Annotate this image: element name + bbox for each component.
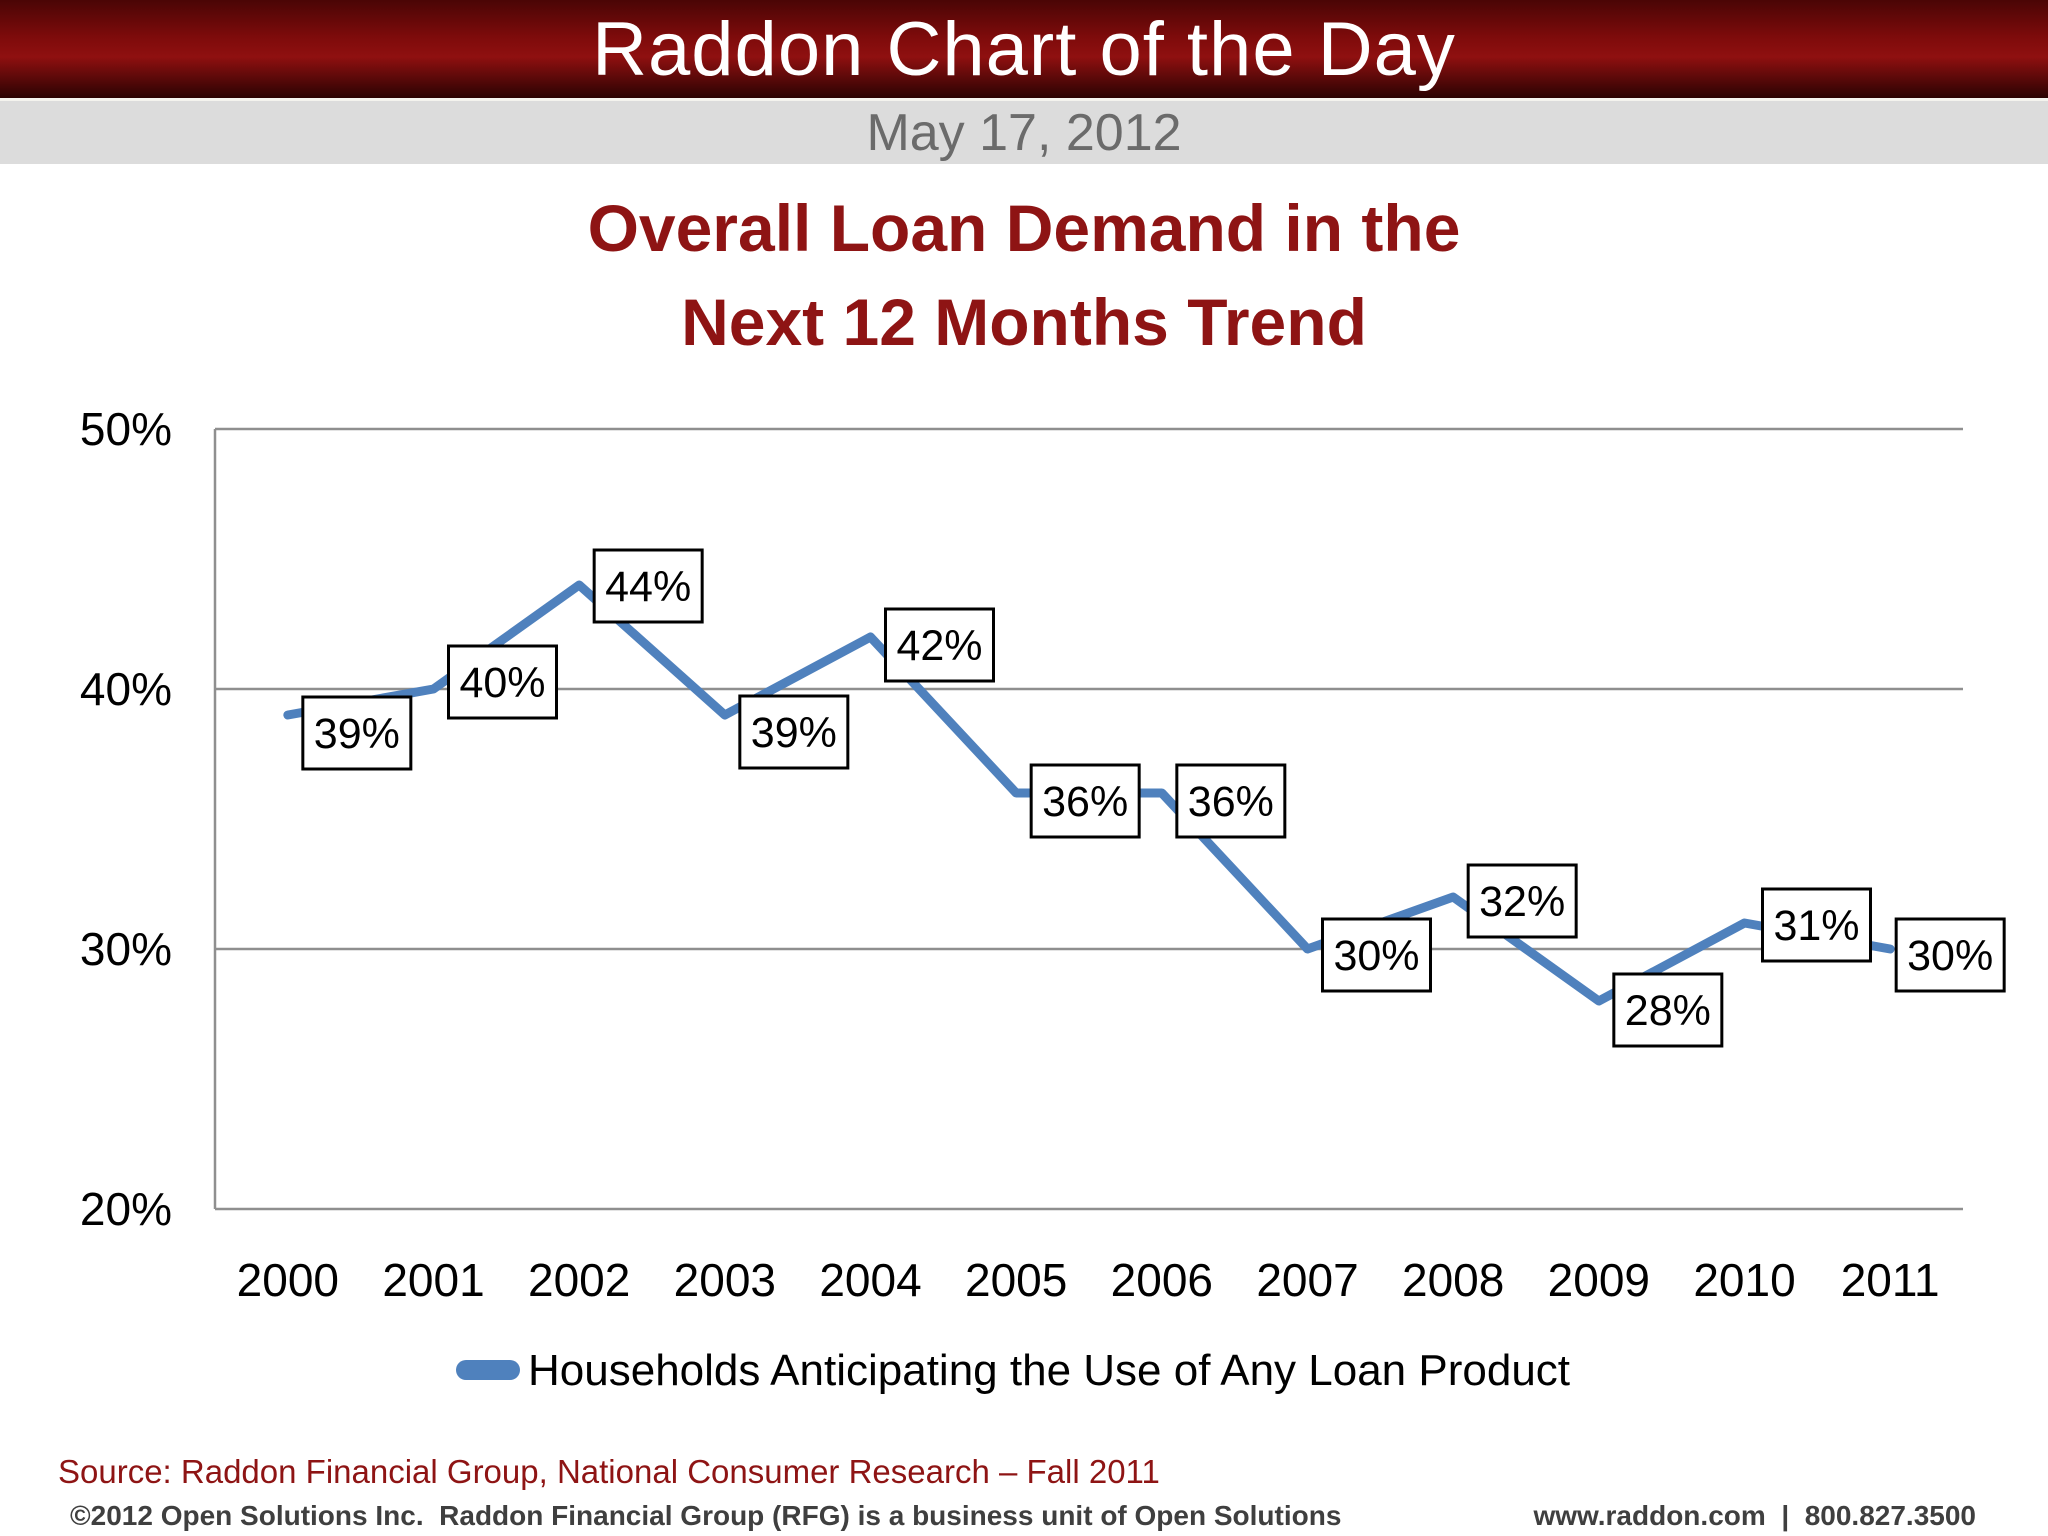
date-text: May 17, 2012: [866, 103, 1182, 162]
x-axis-tick-label: 2006: [1111, 1254, 1213, 1306]
x-axis-tick-label: 2000: [237, 1254, 339, 1306]
y-axis-tick-label: 50%: [80, 403, 172, 455]
data-label-text: 31%: [1773, 902, 1859, 950]
data-label-box: [1612, 972, 1724, 1048]
data-label-text: 39%: [314, 710, 400, 758]
data-point-label: 30%: [1321, 917, 1432, 993]
chart-title: Overall Loan Demand in the Next 12 Month…: [0, 182, 2048, 369]
x-axis-tick-label: 2008: [1402, 1254, 1504, 1306]
data-point-label: 31%: [1761, 887, 1872, 963]
data-label-box: [447, 644, 558, 720]
data-label-box: [738, 694, 850, 770]
date-bar: May 17, 2012: [0, 98, 2048, 164]
data-label-box: [1761, 887, 1872, 963]
data-point-label: 30%: [1894, 917, 2006, 993]
x-axis-tick-label: 2004: [819, 1254, 921, 1306]
data-label-box: [1175, 763, 1287, 839]
data-point-label: 28%: [1612, 972, 1724, 1048]
x-axis-tick-label: 2003: [674, 1254, 776, 1306]
data-label-box: [884, 607, 995, 683]
data-point-label: 39%: [738, 694, 850, 770]
x-axis-tick-label: 2010: [1693, 1254, 1795, 1306]
data-label-text: 44%: [605, 563, 691, 611]
y-axis-tick-label: 20%: [80, 1183, 172, 1235]
data-label-box: [1029, 763, 1141, 839]
banner-title: Raddon Chart of the Day: [592, 6, 1456, 92]
data-label-text: 42%: [896, 622, 982, 670]
data-label-box: [1894, 917, 2006, 993]
data-point-label: 44%: [592, 548, 704, 624]
data-point-label: 36%: [1175, 763, 1287, 839]
x-axis-tick-label: 2007: [1256, 1254, 1358, 1306]
chart-title-line2: Next 12 Months Trend: [681, 284, 1367, 359]
x-axis-tick-label: 2005: [965, 1254, 1067, 1306]
data-label-text: 32%: [1479, 878, 1565, 926]
data-point-label: 40%: [447, 644, 558, 720]
header-banner: Raddon Chart of the Day: [0, 0, 2048, 98]
data-label-text: 36%: [1042, 778, 1128, 826]
data-label-box: [1466, 863, 1578, 939]
data-label-text: 36%: [1188, 778, 1274, 826]
x-axis-tick-label: 2001: [382, 1254, 484, 1306]
data-label-text: 28%: [1625, 987, 1711, 1035]
y-axis-tick-label: 40%: [80, 663, 172, 715]
chart-title-line1: Overall Loan Demand in the: [587, 191, 1461, 265]
data-label-text: 30%: [1333, 932, 1419, 980]
data-label-text: 39%: [751, 709, 837, 757]
legend-label: Households Anticipating the Use of Any L…: [528, 1346, 1570, 1395]
x-axis-tick-label: 2002: [528, 1254, 630, 1306]
footer-copyright: ©2012 Open Solutions Inc. Raddon Financi…: [70, 1500, 1342, 1531]
source-note: Source: Raddon Financial Group, National…: [58, 1453, 1160, 1490]
x-axis-tick-label: 2011: [1841, 1254, 1940, 1306]
y-axis-tick-label: 30%: [80, 923, 172, 975]
data-label-text: 40%: [459, 659, 545, 707]
data-label-text: 30%: [1907, 932, 1993, 980]
x-axis-tick-label: 2009: [1548, 1254, 1650, 1306]
data-point-label: 32%: [1466, 863, 1578, 939]
footer-contact: www.raddon.com | 800.827.3500: [1533, 1500, 1976, 1531]
data-label-box: [592, 548, 704, 624]
data-point-label: 42%: [884, 607, 995, 683]
data-label-box: [1321, 917, 1432, 993]
data-label-box: [301, 695, 413, 771]
data-point-label: 36%: [1029, 763, 1141, 839]
data-point-label: 39%: [301, 695, 413, 771]
